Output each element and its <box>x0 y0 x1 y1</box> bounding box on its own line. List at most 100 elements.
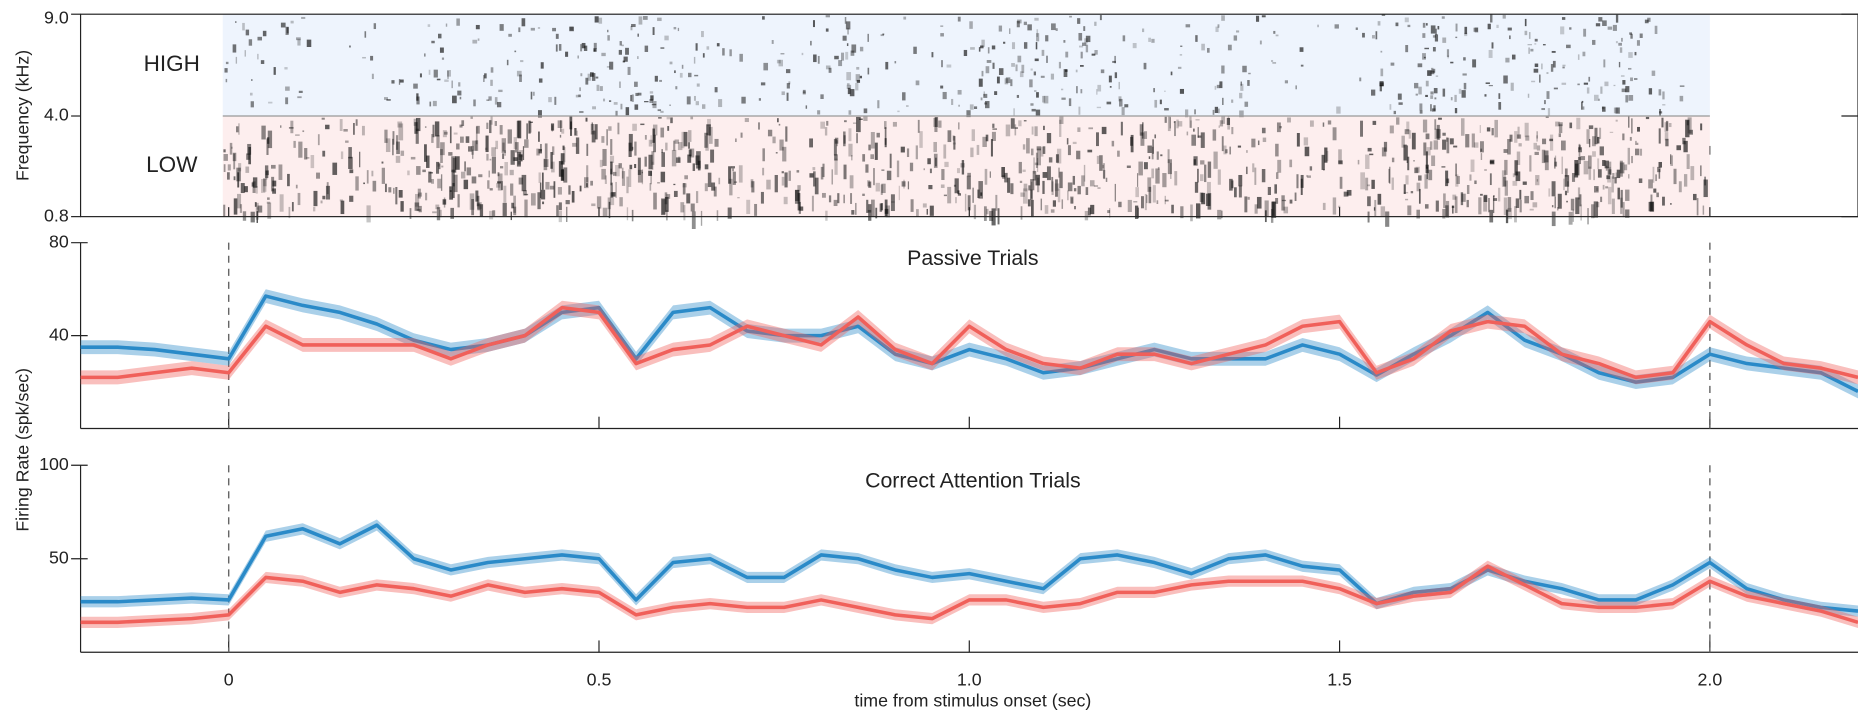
texture-stroke <box>599 86 603 92</box>
texture-stroke <box>944 161 949 168</box>
texture-stroke <box>814 177 819 195</box>
texture-stroke <box>552 146 555 155</box>
texture-stroke <box>1490 14 1493 23</box>
texture-stroke <box>859 46 864 52</box>
texture-stroke <box>1466 184 1470 194</box>
texture-stroke <box>648 139 653 147</box>
texture-stroke <box>1426 147 1431 156</box>
texture-stroke <box>1473 142 1479 148</box>
texture-stroke <box>450 207 455 219</box>
texture-stroke <box>1579 194 1582 207</box>
texture-stroke <box>1562 66 1565 69</box>
texture-stroke <box>609 155 615 163</box>
texture-stroke <box>718 99 723 108</box>
texture-stroke <box>272 180 277 187</box>
texture-stroke <box>1365 177 1369 191</box>
texture-stroke <box>1214 85 1217 90</box>
texture-stroke <box>257 205 263 213</box>
texture-stroke <box>892 121 897 127</box>
texture-stroke <box>1414 167 1419 174</box>
texture-stroke <box>240 183 245 194</box>
texture-stroke <box>1661 117 1664 128</box>
texture-stroke <box>1614 177 1617 184</box>
y-tick-label: 4.0 <box>44 105 69 125</box>
texture-stroke <box>953 136 956 150</box>
texture-stroke <box>980 45 984 49</box>
texture-stroke <box>417 192 423 197</box>
texture-stroke <box>1620 197 1623 214</box>
texture-stroke <box>797 185 801 191</box>
texture-stroke <box>845 51 849 60</box>
texture-stroke <box>1621 88 1627 93</box>
texture-stroke <box>1527 93 1530 98</box>
texture-stroke <box>502 142 505 152</box>
texture-stroke <box>1611 198 1615 215</box>
texture-stroke <box>1251 138 1256 148</box>
texture-stroke <box>1091 53 1096 56</box>
texture-stroke <box>634 104 639 110</box>
texture-stroke <box>1147 177 1152 192</box>
x-tick-label: 1.0 <box>957 669 982 689</box>
texture-stroke <box>320 200 323 204</box>
texture-stroke <box>967 172 971 177</box>
texture-stroke <box>451 169 455 187</box>
texture-stroke <box>359 151 361 168</box>
error-band <box>80 300 1858 385</box>
texture-stroke <box>1431 155 1436 167</box>
texture-stroke <box>653 192 657 210</box>
texture-stroke <box>915 145 918 160</box>
texture-stroke <box>1190 120 1192 128</box>
texture-stroke <box>313 206 316 212</box>
texture-stroke <box>1221 136 1224 152</box>
texture-stroke <box>528 120 531 134</box>
texture-stroke <box>543 158 548 171</box>
texture-stroke <box>1618 61 1621 68</box>
texture-stroke <box>372 180 377 192</box>
texture-stroke <box>1159 99 1162 105</box>
texture-stroke <box>233 198 238 215</box>
texture-stroke <box>1109 86 1112 88</box>
texture-stroke <box>1432 35 1436 38</box>
texture-stroke <box>453 174 458 193</box>
texture-stroke <box>843 164 847 180</box>
texture-stroke <box>1460 192 1464 206</box>
texture-stroke <box>1516 151 1521 165</box>
texture-stroke <box>1164 199 1169 202</box>
texture-stroke <box>1185 24 1191 28</box>
texture-stroke <box>457 90 462 96</box>
texture-stroke <box>414 193 420 207</box>
texture-stroke <box>438 33 442 39</box>
texture-stroke <box>906 148 910 158</box>
texture-stroke <box>951 98 954 105</box>
texture-stroke <box>1472 59 1477 68</box>
texture-stroke <box>596 196 602 209</box>
texture-stroke <box>947 130 952 143</box>
texture-stroke <box>1063 69 1068 78</box>
texture-stroke <box>1084 211 1089 221</box>
texture-stroke <box>1274 184 1277 194</box>
texture-stroke <box>1097 84 1102 92</box>
texture-stroke <box>926 208 928 215</box>
texture-stroke <box>440 149 443 163</box>
texture-stroke <box>1493 198 1498 201</box>
texture-stroke <box>1604 160 1609 169</box>
texture-stroke <box>1607 186 1612 205</box>
texture-stroke <box>1485 82 1490 84</box>
texture-stroke <box>1498 187 1501 202</box>
texture-stroke <box>1134 205 1139 219</box>
texture-stroke <box>1446 137 1448 142</box>
texture-stroke <box>935 157 937 167</box>
texture-stroke <box>590 72 594 77</box>
texture-stroke <box>1020 206 1023 220</box>
texture-stroke <box>543 159 549 167</box>
texture-stroke <box>602 207 608 217</box>
texture-stroke <box>1206 181 1211 194</box>
texture-stroke <box>693 56 696 64</box>
texture-stroke <box>1179 54 1183 56</box>
texture-stroke <box>610 161 613 175</box>
texture-stroke <box>1373 207 1376 211</box>
texture-stroke <box>1528 47 1530 54</box>
texture-stroke <box>1279 125 1282 129</box>
texture-stroke <box>1085 35 1091 43</box>
texture-stroke <box>516 70 522 77</box>
